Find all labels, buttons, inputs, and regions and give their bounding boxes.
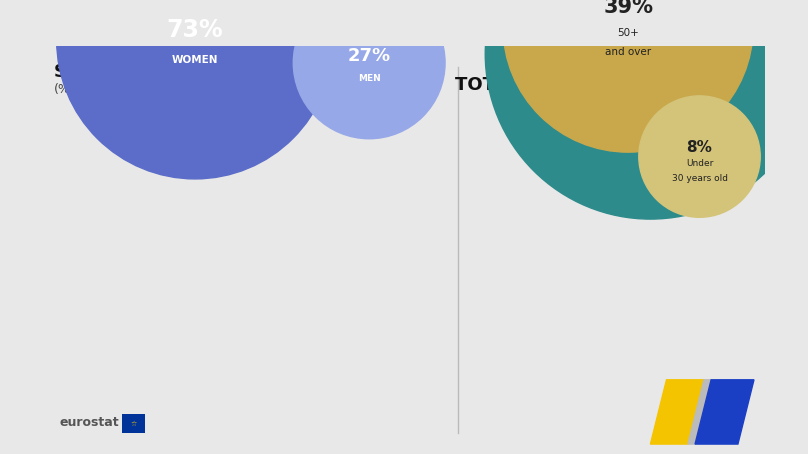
Text: 73%: 73% xyxy=(166,18,223,42)
Polygon shape xyxy=(650,380,704,444)
FancyBboxPatch shape xyxy=(122,414,145,434)
Text: and over: and over xyxy=(605,47,651,57)
Text: TOTAL  5.24 million: TOTAL 5.24 million xyxy=(455,76,650,94)
Circle shape xyxy=(639,96,760,217)
Circle shape xyxy=(486,0,808,219)
Text: 39%: 39% xyxy=(603,0,653,18)
Polygon shape xyxy=(688,380,711,444)
Circle shape xyxy=(503,0,753,152)
Text: MEN: MEN xyxy=(358,74,381,84)
Text: 27%: 27% xyxy=(347,47,391,65)
Text: 50+: 50+ xyxy=(617,29,639,39)
Text: Under: Under xyxy=(686,159,713,168)
Circle shape xyxy=(57,0,334,179)
Text: (%): (%) xyxy=(54,84,76,96)
Text: eurostat: eurostat xyxy=(59,416,119,429)
Circle shape xyxy=(293,0,445,139)
Text: ☆: ☆ xyxy=(130,420,137,427)
Text: 8%: 8% xyxy=(687,140,713,155)
Text: 30 years old: 30 years old xyxy=(671,174,727,183)
Text: School teachers in the EU in 2021: School teachers in the EU in 2021 xyxy=(54,63,394,81)
Text: WOMEN: WOMEN xyxy=(172,55,218,65)
Polygon shape xyxy=(695,380,754,444)
